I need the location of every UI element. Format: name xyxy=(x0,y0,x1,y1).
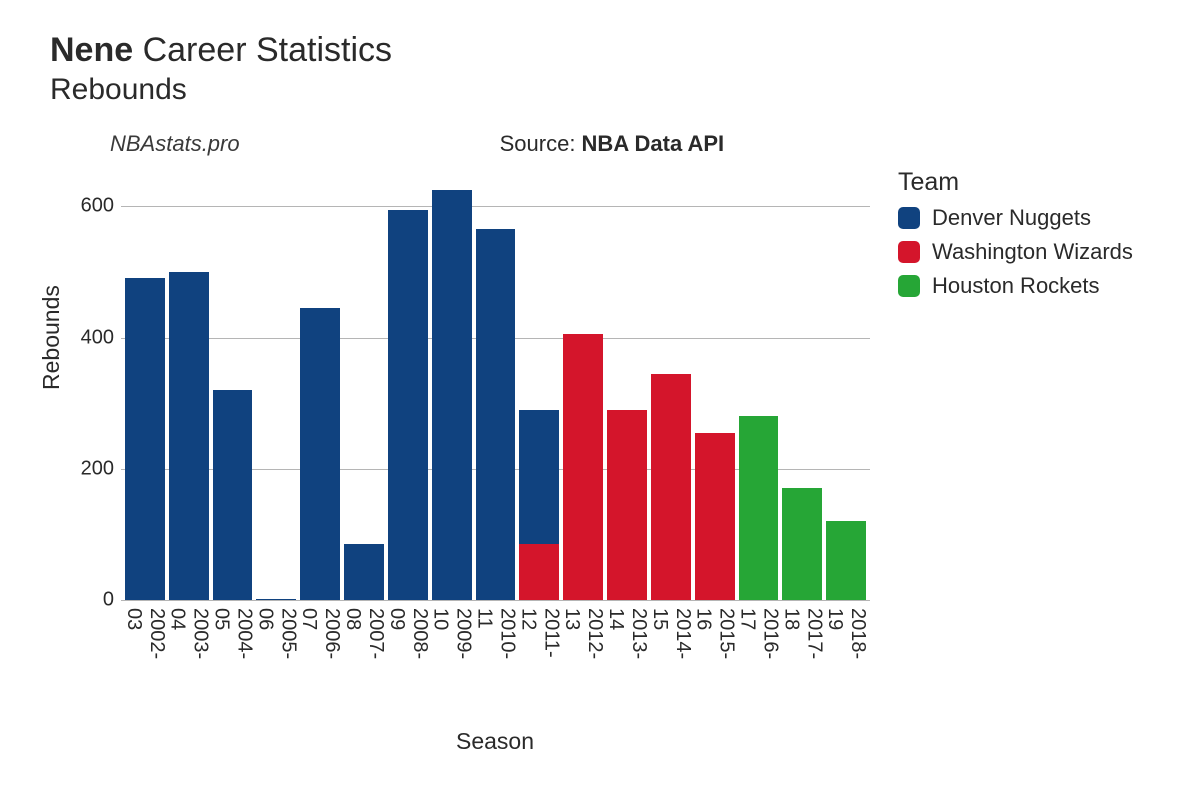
legend-item-washington: Washington Wizards xyxy=(898,239,1133,265)
bar-slot: 2010-11 xyxy=(476,180,516,600)
bar-slot: 2013-14 xyxy=(607,180,647,600)
legend-item-denver: Denver Nuggets xyxy=(898,205,1133,231)
x-tick-label: 2010-11 xyxy=(473,600,519,659)
bar-slot: 2012-13 xyxy=(563,180,603,600)
x-tick-label: 2011-12 xyxy=(516,600,562,658)
bar-slot: 2018-19 xyxy=(826,180,866,600)
legend-label: Houston Rockets xyxy=(932,273,1100,299)
bar-segment-houston xyxy=(739,416,779,600)
bar-segment-denver xyxy=(213,390,253,600)
source-name: NBA Data API xyxy=(582,131,725,156)
y-tick-label: 600 xyxy=(80,195,114,218)
bar-slot: 2002-03 xyxy=(125,180,165,600)
chart-area: Rebounds Season 0200400600 2002-032003-0… xyxy=(50,180,1150,760)
bar-segment-washington xyxy=(607,410,647,600)
bar-slot: 2015-16 xyxy=(695,180,735,600)
x-tick-label: 2006-07 xyxy=(297,600,343,659)
bar-segment-denver xyxy=(476,229,516,600)
x-tick-label: 2014-15 xyxy=(648,600,694,659)
bar-segment-denver xyxy=(432,190,472,600)
title-block: Nene Career Statistics Rebounds xyxy=(50,30,1160,107)
bar-segment-denver xyxy=(344,544,384,600)
legend: Team Denver Nuggets Washington Wizards Hou… xyxy=(898,168,1133,307)
chart-subtitle: Rebounds xyxy=(50,73,1160,107)
bar-segment-washington xyxy=(519,544,559,600)
x-axis-label: Season xyxy=(120,728,870,755)
bar-slot: 2006-07 xyxy=(300,180,340,600)
title-rest: Career Statistics xyxy=(143,31,392,69)
y-tick-label: 200 xyxy=(80,457,114,480)
x-tick-label: 2002-03 xyxy=(122,600,168,659)
chart-title: Nene Career Statistics xyxy=(50,30,1160,71)
x-tick-label: 2008-09 xyxy=(385,600,431,659)
plot-region: 2002-032003-042004-052005-062006-072007-… xyxy=(120,180,870,600)
bar-segment-denver xyxy=(388,210,428,600)
legend-label: Denver Nuggets xyxy=(932,205,1091,231)
bar-segment-houston xyxy=(782,488,822,600)
bar-segment-washington xyxy=(695,433,735,600)
watermark: NBAstats.pro xyxy=(110,131,240,157)
bar-slot: 2014-15 xyxy=(651,180,691,600)
legend-title: Team xyxy=(898,168,1133,197)
legend-item-houston: Houston Rockets xyxy=(898,273,1133,299)
legend-label: Washington Wizards xyxy=(932,239,1133,265)
legend-swatch xyxy=(898,241,920,263)
x-tick-label: 2007-08 xyxy=(341,600,387,659)
bar-segment-denver xyxy=(519,410,559,545)
bar-slot: 2008-09 xyxy=(388,180,428,600)
x-tick-label: 2009-10 xyxy=(429,600,475,659)
x-tick-label: 2015-16 xyxy=(692,600,738,659)
player-name: Nene xyxy=(50,31,133,69)
legend-swatch xyxy=(898,207,920,229)
x-tick-label: 2018-19 xyxy=(823,600,869,659)
x-tick-label: 2013-14 xyxy=(604,600,650,659)
x-tick-label: 2005-06 xyxy=(253,600,299,659)
bar-slot: 2004-05 xyxy=(213,180,253,600)
x-tick-label: 2004-05 xyxy=(210,600,256,659)
bars-group: 2002-032003-042004-052005-062006-072007-… xyxy=(121,180,870,600)
x-tick-label: 2016-17 xyxy=(736,600,782,659)
x-tick-label: 2017-18 xyxy=(779,600,825,659)
legend-items: Denver Nuggets Washington Wizards Houston … xyxy=(898,205,1133,299)
bar-segment-denver xyxy=(169,272,209,600)
bar-segment-denver xyxy=(125,278,165,600)
bar-slot: 2003-04 xyxy=(169,180,209,600)
chart-container: Nene Career Statistics Rebounds NBAstats… xyxy=(0,0,1200,800)
bar-slot: 2017-18 xyxy=(782,180,822,600)
bar-segment-denver xyxy=(300,308,340,600)
bar-segment-houston xyxy=(826,521,866,600)
bar-slot: 2009-10 xyxy=(432,180,472,600)
bar-slot: 2007-08 xyxy=(344,180,384,600)
source-prefix: Source: xyxy=(500,131,582,156)
bar-segment-washington xyxy=(651,374,691,600)
legend-swatch xyxy=(898,275,920,297)
y-tick-label: 400 xyxy=(80,326,114,349)
x-tick-label: 2003-04 xyxy=(166,600,212,659)
bar-slot: 2016-17 xyxy=(739,180,779,600)
source-attribution: Source: NBA Data API xyxy=(500,131,725,157)
bar-slot: 2011-12 xyxy=(519,180,559,600)
meta-row: NBAstats.pro Source: NBA Data API xyxy=(110,131,1160,157)
y-axis-label: Rebounds xyxy=(38,285,65,390)
y-tick-label: 0 xyxy=(80,589,114,612)
x-tick-label: 2012-13 xyxy=(560,600,606,659)
bar-segment-washington xyxy=(563,334,603,600)
bar-slot: 2005-06 xyxy=(256,180,296,600)
